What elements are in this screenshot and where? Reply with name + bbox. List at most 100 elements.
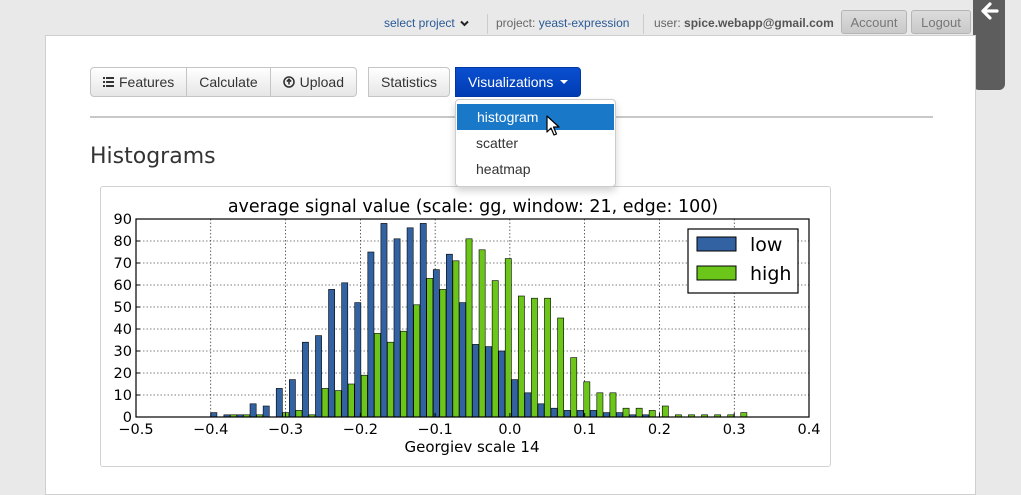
features-button[interactable]: Features — [90, 67, 188, 97]
bar-low — [459, 302, 466, 418]
bar-low — [354, 302, 362, 418]
x-tick-label: 0.4 — [797, 422, 820, 438]
topbar-divider — [643, 14, 644, 34]
upload-button[interactable]: Upload — [270, 67, 357, 97]
bar-low — [446, 253, 453, 418]
user-email: spice.webapp@gmail.com — [684, 16, 834, 30]
user-label: user: — [654, 16, 681, 30]
statistics-button[interactable]: Statistics — [368, 67, 451, 97]
logout-button[interactable]: Logout — [911, 10, 971, 34]
bar-high — [321, 388, 329, 418]
bar-high — [387, 341, 394, 418]
features-label: Features — [119, 74, 175, 90]
y-tick-label: 60 — [114, 278, 132, 294]
bar-high — [740, 412, 748, 418]
menu-item-scatter[interactable]: scatter — [476, 135, 519, 151]
y-tick-label: 50 — [114, 300, 132, 316]
top-navigation-bar: select project project: yeast-expression… — [0, 8, 1021, 38]
select-project-label: select project — [384, 16, 455, 30]
x-tick-label: 0.0 — [498, 422, 521, 438]
bar-high — [360, 374, 368, 418]
bar-low — [589, 410, 597, 418]
bar-low — [288, 379, 296, 418]
side-panel-toggle[interactable] — [973, 0, 1005, 90]
bar-high — [635, 407, 643, 418]
menu-item-heatmap[interactable]: heatmap — [476, 161, 531, 177]
chart-bars — [210, 223, 748, 418]
x-tick-label: 0.1 — [573, 422, 596, 438]
bar-high — [295, 410, 303, 418]
chart-legend: low high — [687, 228, 799, 294]
legend-swatch-low — [696, 236, 737, 252]
select-project-dropdown[interactable]: select project — [384, 16, 469, 30]
bar-high — [570, 357, 578, 418]
bar-low — [550, 407, 558, 418]
legend-label-low: low — [750, 234, 782, 256]
bar-high — [426, 278, 434, 418]
bar-low — [419, 223, 427, 418]
bar-high — [583, 381, 591, 418]
x-tick-label: −0.3 — [268, 422, 303, 438]
bar-high — [452, 260, 460, 418]
project-label: project: — [496, 16, 536, 30]
bar-high — [439, 289, 447, 418]
bar-low — [563, 410, 571, 418]
y-tick-label: 20 — [114, 366, 132, 382]
topbar-divider — [487, 14, 488, 34]
statistics-button-group: Statistics — [368, 67, 451, 97]
y-tick-label: 70 — [114, 256, 132, 272]
menu-item-histogram[interactable]: histogram — [457, 104, 614, 130]
bar-low — [249, 403, 257, 418]
visualizations-dropdown-button[interactable]: Visualizations — [455, 67, 582, 97]
bar-high — [347, 383, 355, 418]
account-button[interactable]: Account — [841, 10, 907, 34]
calculate-button[interactable]: Calculate — [187, 67, 271, 97]
bar-low — [302, 341, 309, 418]
bar-high — [531, 297, 538, 418]
bar-low — [603, 412, 610, 418]
bar-low — [341, 282, 349, 418]
bar-high — [504, 258, 512, 418]
bar-low — [380, 223, 388, 418]
main-content-panel: Features Calculate Upload Statistics Vis… — [45, 35, 976, 495]
x-tick-label: −0.2 — [343, 422, 378, 438]
bar-low — [511, 379, 519, 418]
mouse-pointer-icon — [546, 115, 560, 136]
histogram-chart: average signal value (scale: gg, window:… — [114, 197, 821, 456]
features-button-group: Features Calculate Upload — [90, 67, 357, 97]
visualizations-label: Visualizations — [468, 74, 554, 90]
bar-low — [367, 251, 375, 418]
bar-low — [210, 412, 218, 418]
chart-ticks: −0.5 −0.4 −0.3 −0.2 −0.1 0.0 0.1 0.2 0.3 0.4 0 10 20… — [114, 212, 821, 438]
bar-low — [524, 392, 532, 418]
bar-low — [262, 405, 270, 418]
x-tick-label: −0.1 — [418, 422, 453, 438]
bar-high — [334, 390, 342, 418]
y-tick-label: 30 — [114, 344, 132, 360]
bar-high — [413, 304, 421, 418]
bar-high — [491, 280, 499, 418]
project-name-link[interactable]: yeast-expression — [538, 16, 630, 30]
bar-high — [661, 405, 669, 418]
bar-low — [537, 403, 545, 418]
bar-low — [576, 410, 584, 418]
arrow-left-icon — [981, 2, 999, 20]
bar-low — [432, 269, 440, 418]
plot-area-border — [135, 218, 810, 418]
bar-high — [518, 295, 525, 418]
bar-low — [498, 350, 506, 418]
y-tick-label: 90 — [114, 212, 132, 228]
caret-down-icon — [560, 80, 569, 84]
user-info: user: spice.webapp@gmail.com — [654, 16, 834, 30]
x-tick-label: 0.2 — [648, 422, 671, 438]
y-tick-label: 10 — [114, 388, 132, 404]
y-tick-label: 40 — [114, 322, 132, 338]
visualizations-dropdown-menu: histogram scatter heatmap — [455, 99, 616, 187]
bar-low — [485, 346, 493, 418]
bar-low — [472, 344, 479, 418]
statistics-label: Statistics — [381, 74, 438, 90]
bar-low — [315, 335, 322, 418]
list-icon — [103, 77, 114, 87]
y-tick-label: 0 — [123, 410, 132, 426]
visualizations-button-group: Visualizations — [455, 67, 582, 97]
